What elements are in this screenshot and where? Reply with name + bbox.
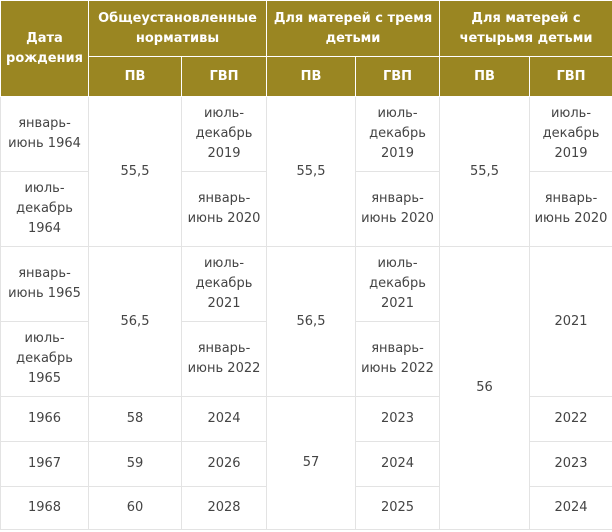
three-children-pv-cell: 55,5 xyxy=(266,96,356,247)
general-pv-cell: 56,5 xyxy=(88,246,182,397)
table-row: 1967 59 2026 2024 2023 xyxy=(0,441,612,487)
general-pv-cell: 58 xyxy=(88,396,182,442)
header-three-pv: ПВ xyxy=(266,56,356,97)
three-children-gvp-cell: июль-декабрь 2019 xyxy=(355,96,440,172)
birth-date-cell: январь-июнь 1965 xyxy=(0,246,89,322)
four-children-gvp-cell: июль-декабрь 2019 xyxy=(528,96,612,172)
table-body: январь-июнь 1964 55,5 июль-декабрь 2019 … xyxy=(0,96,612,530)
birth-date-cell: январь-июнь 1964 xyxy=(0,96,89,172)
four-children-gvp-cell: январь-июнь 2020 xyxy=(528,171,612,247)
header-general-gvp: ГВП xyxy=(181,56,267,97)
general-gvp-cell: январь-июнь 2022 xyxy=(181,321,267,397)
three-children-gvp-cell: январь-июнь 2022 xyxy=(355,321,440,397)
three-children-gvp-cell: июль-декабрь 2021 xyxy=(355,246,440,322)
table-row: 1966 58 2024 57 2023 2022 xyxy=(0,396,612,530)
header-general-pv: ПВ xyxy=(88,56,182,97)
table-row: июль-декабрь 1965 январь-июнь 2022 январ… xyxy=(0,321,612,397)
general-gvp-cell: июль-декабрь 2021 xyxy=(181,246,267,322)
table-row: июль-декабрь 1964 январь-июнь 2020 январ… xyxy=(0,171,612,247)
three-children-gvp-cell: январь-июнь 2020 xyxy=(355,171,440,247)
header-four-pv: ПВ xyxy=(439,56,530,97)
three-children-pv-cell: 57 xyxy=(266,396,356,530)
birth-date-cell: 1968 xyxy=(0,486,89,530)
general-pv-cell: 55,5 xyxy=(88,96,182,247)
general-gvp-cell: 2024 xyxy=(181,396,267,442)
header-three-gvp: ГВП xyxy=(355,56,440,97)
four-children-gvp-cell: 2021 xyxy=(528,246,612,397)
birth-date-cell: 1966 xyxy=(0,396,89,442)
general-gvp-cell: 2026 xyxy=(181,441,267,487)
header-general-norms: Общеустановленные нормативы xyxy=(88,0,267,57)
general-pv-cell: 60 xyxy=(88,486,182,530)
table-header: Дата рождения Общеустановленные норматив… xyxy=(0,0,612,97)
four-children-gvp-cell: 2024 xyxy=(528,486,612,530)
table-row: январь-июнь 1965 56,5 июль-декабрь 2021 … xyxy=(0,246,612,530)
three-children-gvp-cell: 2023 xyxy=(355,396,440,442)
three-children-gvp-cell: 2025 xyxy=(355,486,440,530)
header-three-children: Для матерей с тремя детьми xyxy=(266,0,440,57)
header-four-gvp: ГВП xyxy=(528,56,612,97)
three-children-gvp-cell: 2024 xyxy=(355,441,440,487)
header-birth-date: Дата рождения xyxy=(0,0,89,97)
four-children-pv-cell: 56 xyxy=(439,246,530,530)
four-children-pv-cell: 55,5 xyxy=(439,96,530,247)
birth-date-cell: 1967 xyxy=(0,441,89,487)
general-gvp-cell: июль-декабрь 2019 xyxy=(181,96,267,172)
birth-date-cell: июль-декабрь 1964 xyxy=(0,171,89,247)
header-four-children: Для матерей с четырьмя детьми xyxy=(438,0,612,57)
four-children-gvp-cell: 2023 xyxy=(528,441,612,487)
birth-date-cell: июль-декабрь 1965 xyxy=(0,321,89,397)
table-row: 1968 60 2028 2025 2024 xyxy=(0,486,612,530)
four-children-gvp-cell: 2022 xyxy=(528,396,612,442)
table-row: январь-июнь 1964 55,5 июль-декабрь 2019 … xyxy=(0,96,612,247)
general-gvp-cell: январь-июнь 2020 xyxy=(181,171,267,247)
three-children-pv-cell: 56,5 xyxy=(266,246,356,397)
general-gvp-cell: 2028 xyxy=(181,486,267,530)
general-pv-cell: 59 xyxy=(88,441,182,487)
